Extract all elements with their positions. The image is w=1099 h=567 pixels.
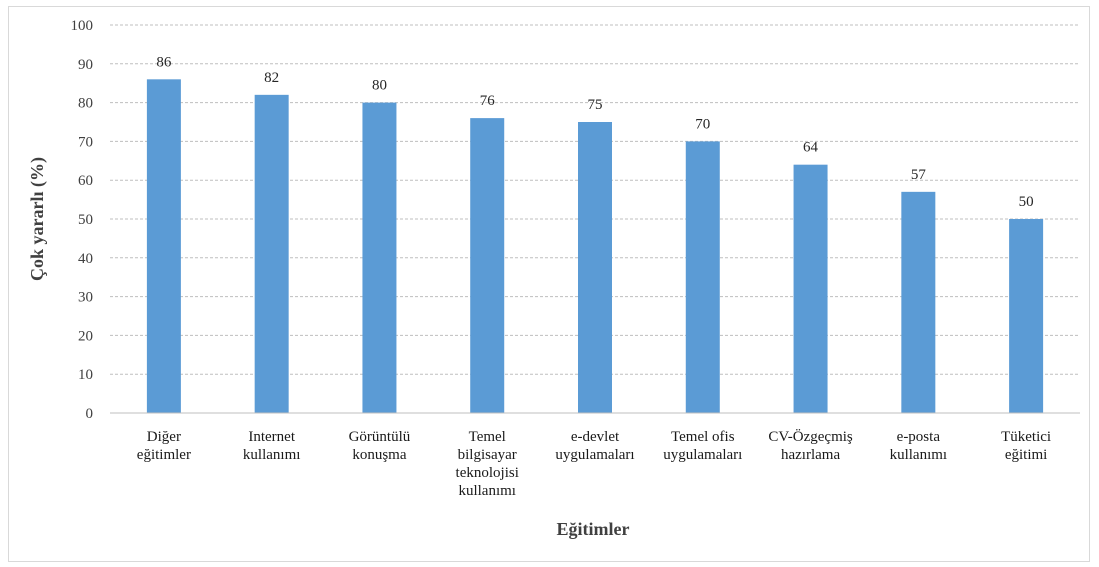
data-label: 70: [695, 116, 710, 132]
bars: 86 82 80 76 75 70 64 57 50: [146, 54, 1044, 414]
y-axis-ticks: 0 10 20 30 40 50 60 70 80 90 100: [71, 18, 94, 422]
y-tick-label: 100: [71, 18, 94, 34]
y-tick-label: 40: [78, 251, 93, 267]
y-tick-label: 70: [78, 134, 93, 150]
y-tick-label: 0: [86, 406, 94, 422]
x-axis-title: Eğitimler: [557, 519, 630, 539]
y-tick-label: 80: [78, 96, 93, 112]
y-tick-label: 90: [78, 57, 93, 73]
bar: [254, 94, 289, 413]
bar: [362, 102, 397, 413]
x-category-label: Tüketici eğitimi: [1001, 429, 1051, 463]
bar: [470, 118, 505, 414]
data-label: 82: [264, 70, 279, 86]
x-axis-category-labels: Diğer eğitimler Internet kullanımı Görüntülü…: [137, 428, 1051, 499]
y-tick-label: 50: [78, 212, 93, 228]
bar: [578, 122, 612, 413]
bar: [146, 79, 181, 413]
data-label: 57: [911, 167, 927, 183]
data-label: 50: [1019, 194, 1034, 210]
y-tick-label: 30: [78, 290, 93, 306]
data-label: 80: [372, 78, 387, 94]
y-tick-label: 60: [78, 173, 93, 189]
x-category-label: Temel bilgisayar teknolojisi kullanımı: [456, 429, 519, 499]
x-category-label: Temel ofis uygulamaları: [663, 429, 742, 463]
x-category-label: CV-Özgeçmiş hazırlama: [768, 428, 853, 463]
data-label: 64: [803, 140, 819, 156]
data-label: 86: [156, 54, 172, 70]
data-label: 76: [480, 93, 496, 109]
y-tick-label: 10: [78, 367, 93, 383]
x-category-label: e-posta kullanımı: [890, 429, 948, 463]
x-category-label: Internet kullanımı: [243, 429, 301, 463]
bar: [793, 164, 828, 413]
bar: [1009, 219, 1044, 413]
x-category-label: Diğer eğitimler: [137, 429, 191, 463]
x-category-label: Görüntülü konuşma: [349, 429, 411, 463]
x-category-label: e-devlet uygulamaları: [555, 429, 634, 463]
data-label: 75: [588, 97, 603, 113]
bar: [901, 191, 936, 413]
y-tick-label: 20: [78, 328, 93, 344]
bar: [685, 141, 720, 413]
y-axis-title: Çok yararlı (%): [27, 157, 48, 281]
